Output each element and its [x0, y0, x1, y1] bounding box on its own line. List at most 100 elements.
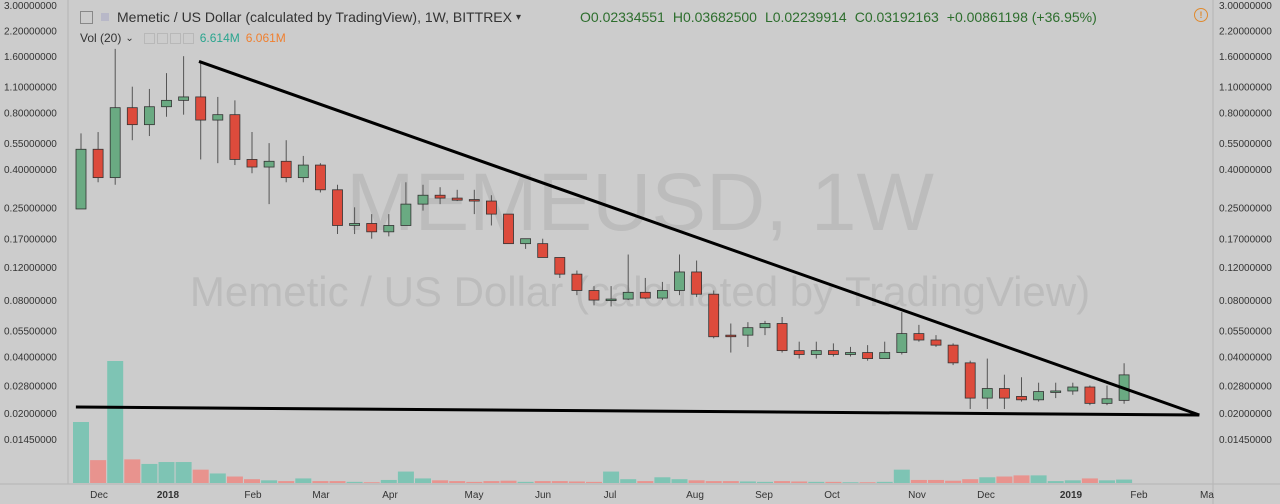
price-tick-label: 0.05500000	[4, 327, 57, 338]
volume-bar	[586, 481, 602, 483]
candle	[554, 257, 566, 278]
candle-body	[759, 323, 771, 329]
collapse-icon[interactable]	[80, 10, 93, 24]
candle	[434, 187, 446, 205]
trendlines[interactable]	[75, 60, 1200, 417]
candle-body	[314, 164, 326, 191]
symbol-header[interactable]: Memetic / US Dollar (calculated by Tradi…	[80, 7, 521, 27]
price-tick-label: 3.00000000	[4, 1, 57, 12]
watermark: MEMEUSD, 1W Memetic / US Dollar (calcula…	[190, 157, 1090, 315]
candle	[537, 238, 549, 258]
close-icon[interactable]	[169, 32, 181, 44]
volume-bar	[483, 481, 500, 483]
indicator-toolbar[interactable]	[143, 32, 194, 44]
candle-body	[1101, 398, 1113, 404]
volume-bar	[620, 479, 637, 483]
time-tick-label: Dec	[977, 490, 995, 501]
candle-body	[1033, 391, 1044, 401]
volume-label[interactable]: Vol (20)	[80, 31, 122, 45]
more-icon[interactable]	[182, 32, 194, 44]
candle-body	[109, 107, 121, 179]
candle	[349, 207, 361, 235]
candle	[1050, 382, 1062, 399]
price-axis-right[interactable]: 3.00000000 2.20000000 1.60000000 1.10000000…	[1219, 1, 1272, 446]
volume-bar	[928, 479, 944, 483]
candle-body	[383, 225, 395, 233]
candle-body	[930, 339, 942, 346]
open-value: O0.02334551	[580, 9, 665, 25]
candle	[999, 374, 1010, 409]
volume-bar	[791, 481, 808, 483]
candle-body	[212, 114, 224, 121]
settings-icon[interactable]	[156, 32, 168, 44]
candle	[1084, 385, 1096, 406]
warning-icon[interactable]: !	[1194, 8, 1208, 22]
ohlc-readout: O0.02334551 H0.03682500 L0.02239914 C0.0…	[580, 7, 1105, 27]
candle-body	[964, 362, 976, 399]
volume-bar	[244, 479, 260, 483]
candle	[229, 100, 241, 166]
candle-body	[896, 333, 908, 353]
high-value: H0.03682500	[672, 9, 757, 25]
eye-icon[interactable]	[143, 32, 155, 44]
volume-bar	[312, 481, 329, 483]
volume-bar	[73, 422, 89, 483]
candle	[742, 322, 754, 347]
candle	[366, 214, 378, 239]
candle-body	[725, 334, 737, 338]
candle	[383, 214, 395, 237]
volume-value-2: 6.061M	[245, 31, 286, 45]
candle-body	[776, 323, 788, 352]
volume-legend[interactable]: Vol (20) ⌄ 6.614M 6.061M	[80, 30, 286, 46]
candle	[896, 312, 908, 355]
candle	[674, 254, 685, 296]
price-tick-label: 0.04000000	[1219, 353, 1272, 364]
volume-bar	[962, 479, 979, 483]
volume-bar	[945, 480, 962, 483]
candle	[776, 316, 788, 353]
volume-bar	[876, 481, 893, 483]
price-axis-left[interactable]: 3.00000000 2.20000000 1.60000000 1.10000000…	[4, 1, 57, 446]
candle-body	[366, 223, 378, 233]
candle	[759, 320, 771, 336]
time-tick-label: Feb	[1130, 490, 1148, 501]
chevron-down-icon[interactable]: ⌄	[125, 32, 134, 44]
candle	[143, 88, 155, 137]
candle-body	[622, 291, 634, 300]
candle-body	[862, 352, 873, 359]
chevron-down-icon[interactable]: ▾	[515, 11, 522, 23]
price-tick-label: 0.55000000	[4, 139, 57, 150]
volume-bar	[1030, 475, 1047, 483]
candle	[212, 96, 224, 164]
candle-body	[554, 257, 566, 275]
price-tick-label: 0.01450000	[1219, 435, 1272, 446]
volume-bar	[397, 471, 414, 483]
volume-bar	[380, 479, 397, 483]
candle-body	[691, 271, 702, 295]
price-tick-label: 2.20000000	[1219, 26, 1272, 37]
price-tick-label: 0.05500000	[1219, 327, 1272, 338]
candle-body	[75, 148, 87, 210]
volume-bar	[90, 460, 107, 483]
time-axis[interactable]: Dec 2018 Feb Mar Apr May Jun Jul Aug Sep Oct Nov Dec…	[90, 490, 1214, 501]
volume-bar	[432, 480, 449, 483]
price-tick-label: 1.60000000	[4, 52, 57, 63]
trendline[interactable]	[75, 405, 1200, 417]
candle	[195, 61, 207, 160]
price-tick-label: 0.02800000	[4, 382, 57, 393]
trendline[interactable]	[198, 60, 1200, 417]
price-tick-label: 3.00000000	[1219, 1, 1272, 12]
candle	[1101, 385, 1113, 406]
price-tick-label: 0.40000000	[4, 165, 57, 176]
volume-bar	[141, 463, 158, 483]
candle-body	[588, 290, 600, 301]
symbol-title[interactable]: Memetic / US Dollar (calculated by Tradi…	[117, 9, 512, 25]
price-tick-label: 0.25000000	[4, 203, 57, 214]
price-tick-label: 0.02800000	[1219, 382, 1272, 393]
candle-body	[434, 194, 446, 199]
volume-bar	[124, 459, 141, 483]
price-tick-label: 0.12000000	[4, 263, 57, 274]
time-tick-label: Ma	[1200, 490, 1214, 501]
candle	[126, 86, 138, 141]
